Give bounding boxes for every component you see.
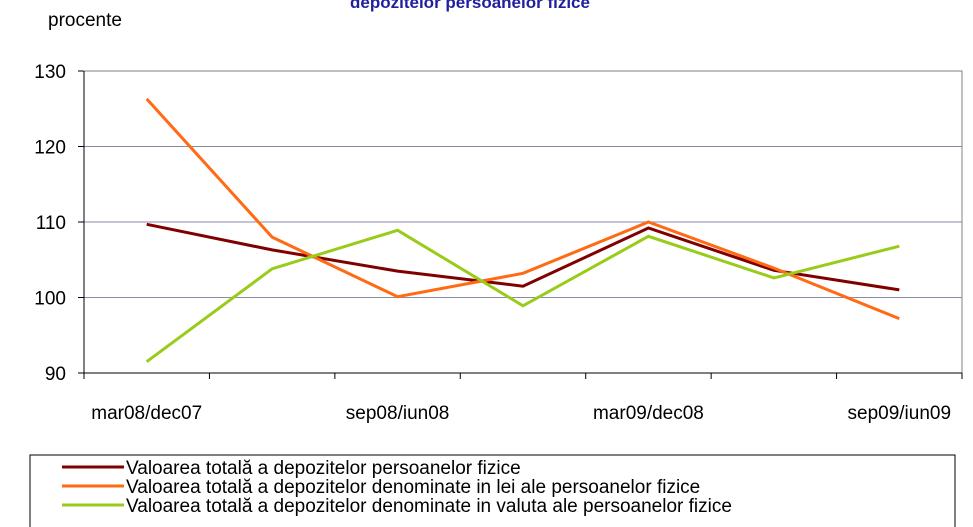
- series-line: [145, 228, 900, 363]
- y-tick-label: 100: [34, 289, 66, 310]
- x-tick-label: mar08/dec07: [91, 403, 202, 424]
- y-tick-label: 110: [36, 213, 66, 234]
- x-tick-label: sep08/iun08: [346, 403, 450, 424]
- series-line: [145, 97, 900, 320]
- y-tick-label: 90: [45, 364, 66, 385]
- y-axis-label: procente: [48, 10, 122, 31]
- chart-title: depozitelor persoanelor fizice: [350, 0, 590, 12]
- y-tick-label: 120: [34, 138, 66, 159]
- legend-label: Valoarea totală a depozitelor persoanelo…: [126, 458, 521, 479]
- series-line: [146, 222, 900, 292]
- legend-box: [29, 454, 956, 527]
- legend-label: Valoarea totală a depozitelor denominate…: [126, 496, 732, 517]
- legend-label: Valoarea totală a depozitelor denominate…: [126, 477, 700, 498]
- y-tick-label: 130: [34, 62, 66, 83]
- x-tick-label: mar09/dec08: [593, 403, 704, 424]
- x-tick-label: sep09/iun09: [848, 403, 952, 424]
